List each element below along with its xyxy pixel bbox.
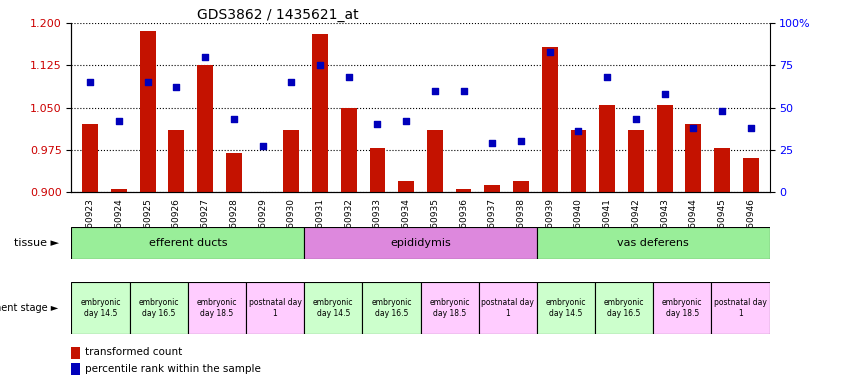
Point xyxy=(428,88,442,94)
Text: embryonic
day 16.5: embryonic day 16.5 xyxy=(371,298,411,318)
Bar xyxy=(283,130,299,192)
Bar xyxy=(484,185,500,192)
Bar xyxy=(226,152,241,192)
Bar xyxy=(420,282,479,334)
Point xyxy=(515,138,528,144)
Bar xyxy=(743,158,759,192)
Text: tissue ►: tissue ► xyxy=(13,238,59,248)
Bar xyxy=(714,148,730,192)
Text: GDS3862 / 1435621_at: GDS3862 / 1435621_at xyxy=(197,8,359,22)
Bar xyxy=(362,282,420,334)
Text: postnatal day
1: postnatal day 1 xyxy=(249,298,302,318)
Bar xyxy=(246,282,304,334)
Point xyxy=(716,108,729,114)
Point xyxy=(600,74,614,80)
Bar xyxy=(595,282,653,334)
Bar xyxy=(711,282,770,334)
Bar xyxy=(71,346,80,359)
Text: embryonic
day 14.5: embryonic day 14.5 xyxy=(81,298,121,318)
Text: embryonic
day 14.5: embryonic day 14.5 xyxy=(313,298,353,318)
Point xyxy=(658,91,671,97)
Text: vas deferens: vas deferens xyxy=(617,238,689,248)
Point xyxy=(572,128,585,134)
Bar xyxy=(628,130,644,192)
Point xyxy=(313,62,326,68)
Bar xyxy=(479,282,537,334)
Point xyxy=(284,79,298,85)
Text: postnatal day
1: postnatal day 1 xyxy=(481,298,534,318)
Bar xyxy=(685,124,701,192)
Bar xyxy=(657,105,673,192)
Bar xyxy=(82,124,98,192)
Text: embryonic
day 18.5: embryonic day 18.5 xyxy=(662,298,702,318)
Text: embryonic
day 16.5: embryonic day 16.5 xyxy=(604,298,644,318)
Point xyxy=(198,54,212,60)
Text: embryonic
day 18.5: embryonic day 18.5 xyxy=(430,298,470,318)
Bar xyxy=(456,189,472,192)
Text: development stage ►: development stage ► xyxy=(0,303,59,313)
Point xyxy=(485,140,499,146)
Point xyxy=(170,84,183,90)
Point xyxy=(256,143,269,149)
Bar xyxy=(537,282,595,334)
Bar xyxy=(399,181,414,192)
Bar xyxy=(369,148,385,192)
Bar xyxy=(304,227,537,259)
Bar xyxy=(600,105,615,192)
Bar xyxy=(427,130,442,192)
Text: percentile rank within the sample: percentile rank within the sample xyxy=(86,364,262,374)
Text: efferent ducts: efferent ducts xyxy=(149,238,227,248)
Bar xyxy=(188,282,246,334)
Text: embryonic
day 18.5: embryonic day 18.5 xyxy=(197,298,237,318)
Bar xyxy=(71,227,304,259)
Point xyxy=(399,118,413,124)
Bar xyxy=(197,65,213,192)
Bar xyxy=(71,363,80,376)
Point xyxy=(141,79,155,85)
Point xyxy=(629,116,643,122)
Bar xyxy=(542,47,558,192)
Bar xyxy=(341,108,357,192)
Bar xyxy=(111,189,127,192)
Text: postnatal day
1: postnatal day 1 xyxy=(714,298,767,318)
Text: embryonic
day 14.5: embryonic day 14.5 xyxy=(546,298,586,318)
Point xyxy=(83,79,97,85)
Bar xyxy=(168,130,184,192)
Point xyxy=(543,49,557,55)
Text: transformed count: transformed count xyxy=(86,347,182,358)
Point xyxy=(112,118,125,124)
Point xyxy=(371,121,384,127)
Text: embryonic
day 16.5: embryonic day 16.5 xyxy=(139,298,179,318)
Bar xyxy=(537,227,770,259)
Point xyxy=(744,125,758,131)
Bar xyxy=(653,282,711,334)
Bar xyxy=(130,282,188,334)
Bar xyxy=(312,34,328,192)
Text: epididymis: epididymis xyxy=(390,238,451,248)
Bar xyxy=(570,130,586,192)
Bar xyxy=(71,282,130,334)
Bar xyxy=(304,282,362,334)
Point xyxy=(227,116,241,122)
Point xyxy=(457,88,470,94)
Bar xyxy=(140,31,156,192)
Bar xyxy=(513,181,529,192)
Point xyxy=(342,74,356,80)
Point xyxy=(686,125,700,131)
